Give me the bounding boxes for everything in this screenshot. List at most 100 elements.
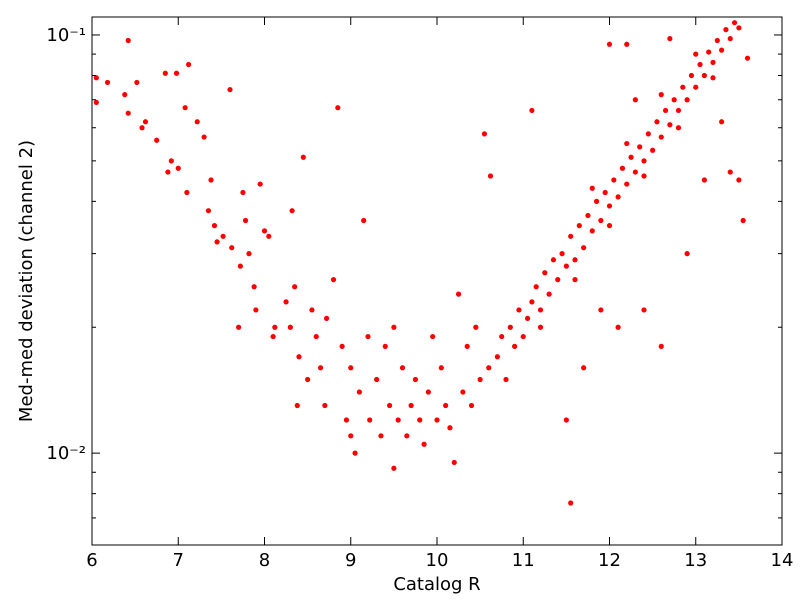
point bbox=[576, 223, 582, 229]
point bbox=[719, 119, 725, 125]
point bbox=[451, 459, 457, 466]
point bbox=[227, 87, 233, 93]
point bbox=[516, 307, 522, 313]
point bbox=[701, 72, 707, 79]
point bbox=[624, 140, 630, 147]
point bbox=[374, 376, 380, 383]
point bbox=[533, 284, 539, 290]
point bbox=[697, 61, 703, 68]
point bbox=[481, 131, 488, 137]
point bbox=[602, 189, 608, 196]
point bbox=[473, 324, 479, 330]
point bbox=[572, 257, 578, 263]
point bbox=[619, 165, 626, 171]
point bbox=[710, 59, 716, 65]
point bbox=[701, 177, 707, 183]
point bbox=[93, 99, 99, 105]
point bbox=[134, 79, 140, 86]
point bbox=[581, 365, 587, 371]
point bbox=[606, 223, 613, 229]
point bbox=[335, 105, 341, 111]
point bbox=[624, 41, 630, 47]
point bbox=[447, 425, 453, 431]
point bbox=[348, 433, 354, 439]
point bbox=[494, 354, 500, 360]
point bbox=[173, 70, 180, 76]
point bbox=[710, 75, 716, 81]
point bbox=[270, 333, 276, 340]
y-axis-label: Med-med deviation (channel 2) bbox=[16, 140, 37, 422]
point bbox=[719, 47, 725, 53]
point bbox=[598, 217, 604, 224]
point bbox=[684, 251, 690, 257]
point bbox=[572, 277, 578, 283]
point bbox=[386, 402, 393, 409]
point bbox=[182, 105, 188, 111]
point bbox=[322, 402, 328, 409]
point bbox=[343, 417, 350, 423]
point bbox=[740, 217, 746, 224]
point bbox=[486, 365, 492, 371]
point bbox=[208, 177, 214, 183]
point bbox=[425, 389, 431, 395]
point bbox=[632, 97, 638, 103]
point bbox=[261, 228, 268, 234]
point bbox=[251, 284, 257, 290]
point bbox=[324, 315, 330, 321]
point bbox=[455, 291, 462, 297]
x-tick-label: 13 bbox=[684, 550, 707, 571]
point bbox=[300, 154, 306, 160]
point bbox=[477, 376, 483, 383]
point bbox=[637, 144, 643, 150]
x-tick-label: 12 bbox=[598, 550, 621, 571]
x-tick-label: 11 bbox=[512, 550, 535, 571]
point bbox=[317, 365, 324, 371]
point bbox=[693, 51, 699, 57]
x-tick-label: 7 bbox=[173, 550, 184, 571]
point bbox=[201, 134, 207, 140]
point bbox=[378, 433, 384, 439]
point bbox=[581, 245, 587, 251]
point bbox=[382, 343, 388, 349]
point bbox=[563, 263, 569, 269]
point bbox=[542, 270, 548, 276]
point bbox=[220, 233, 226, 239]
point bbox=[650, 147, 656, 153]
point bbox=[352, 450, 358, 456]
point bbox=[537, 307, 544, 313]
point bbox=[294, 402, 300, 409]
point bbox=[559, 251, 565, 257]
point bbox=[104, 79, 111, 86]
point bbox=[693, 84, 699, 90]
x-tick-label: 14 bbox=[771, 550, 794, 571]
point bbox=[550, 257, 557, 263]
point bbox=[399, 365, 406, 371]
point bbox=[289, 208, 295, 214]
y-tick-label: 10⁻² bbox=[46, 443, 86, 464]
point bbox=[283, 299, 289, 305]
point bbox=[184, 189, 190, 196]
point bbox=[563, 417, 569, 423]
point bbox=[367, 417, 373, 423]
point bbox=[568, 500, 574, 506]
point bbox=[736, 177, 742, 183]
point bbox=[348, 365, 354, 371]
point bbox=[468, 402, 475, 409]
point bbox=[658, 134, 664, 140]
point bbox=[537, 324, 544, 330]
point bbox=[645, 131, 651, 137]
point bbox=[675, 125, 682, 131]
point bbox=[658, 343, 664, 349]
point bbox=[671, 97, 677, 103]
point bbox=[391, 324, 397, 330]
point bbox=[606, 203, 613, 209]
point bbox=[731, 20, 738, 26]
point bbox=[714, 37, 720, 44]
point bbox=[339, 343, 345, 349]
point bbox=[246, 251, 252, 257]
point bbox=[434, 417, 440, 423]
point bbox=[168, 158, 174, 164]
point bbox=[507, 324, 513, 330]
